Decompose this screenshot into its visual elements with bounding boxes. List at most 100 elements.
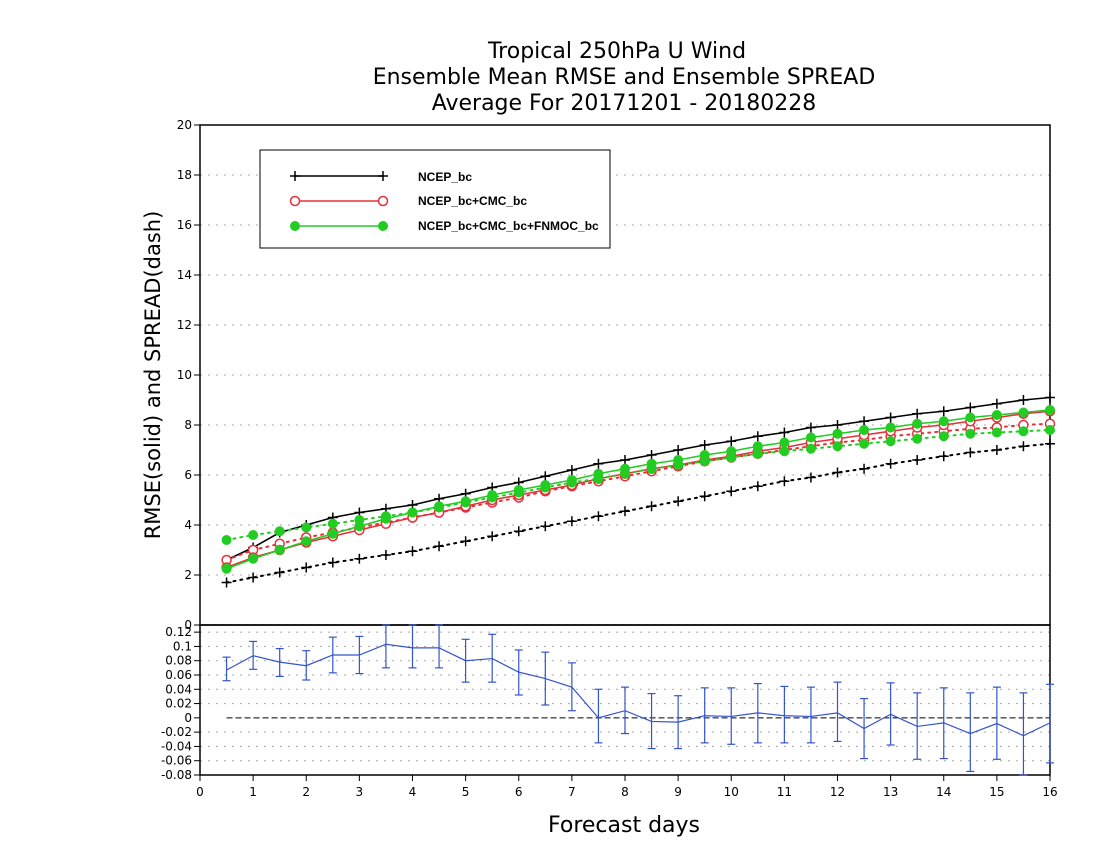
spread-point-ncep-bc: [407, 546, 418, 557]
rmse-point-ncep-bc-cmc-bc-fnmoc-bc: [832, 428, 843, 439]
rmse-point-ncep-bc: [699, 440, 710, 450]
rmse-point-ncep-bc-cmc-bc-fnmoc-bc: [566, 475, 577, 485]
legend-markers: [289, 171, 389, 231]
y-tick-label: 0.06: [165, 668, 192, 682]
y-tick-label: 0: [184, 711, 192, 725]
y-tick-label: 0.02: [165, 697, 192, 711]
rmse-point-ncep-bc-cmc-bc-fnmoc-bc: [407, 507, 418, 518]
spread-point-ncep-bc-cmc-bc-fnmoc-bc: [965, 428, 976, 439]
y-tick-label: 0.12: [165, 625, 192, 639]
x-axis-label: Forecast days: [548, 813, 700, 838]
x-tick-label: 7: [568, 785, 576, 799]
rmse-point-ncep-bc-cmc-bc-fnmoc-bc: [859, 425, 870, 435]
y-tick-label: -0.04: [161, 739, 192, 753]
spread-point-ncep-bc: [221, 577, 232, 588]
x-tick-label: 10: [724, 785, 739, 799]
spread-point-ncep-bc: [673, 496, 684, 507]
legend-marker-ncep-bc: [290, 171, 300, 181]
y-axis-label: RMSE(solid) and SPREAD(dash): [141, 211, 165, 540]
spread-point-ncep-bc-cmc-bc-fnmoc-bc: [991, 427, 1002, 438]
spread-point-ncep-bc: [912, 455, 923, 465]
difference-line: [226, 643, 1051, 737]
chart-title-line-3: Average For 20171201 - 20180228: [432, 91, 817, 116]
x-tick-label: 15: [989, 785, 1004, 799]
rmse-point-ncep-bc-cmc-bc-fnmoc-bc: [487, 490, 498, 500]
spread-point-ncep-bc: [779, 476, 790, 487]
x-tick-label: 16: [1042, 785, 1057, 799]
y-ticks-bottom: 0.120.10.080.060.040.020-0.02-0.04-0.06-…: [161, 625, 200, 782]
x-tick-label: 0: [196, 785, 204, 799]
rmse-point-ncep-bc-cmc-bc-fnmoc-bc: [1018, 407, 1029, 418]
rmse-point-ncep-bc: [540, 471, 551, 482]
y-tick-label: 12: [177, 318, 192, 332]
spread-point-ncep-bc-cmc-bc-fnmoc-bc: [274, 526, 285, 537]
x-tick-label: 12: [830, 785, 845, 799]
spread-point-ncep-bc: [248, 572, 259, 583]
rmse-point-ncep-bc-cmc-bc-fnmoc-bc: [991, 410, 1002, 420]
rmse-point-ncep-bc-cmc-bc-fnmoc-bc: [248, 553, 259, 564]
rmse-point-ncep-bc: [832, 420, 843, 430]
rmse-point-ncep-bc-cmc-bc-fnmoc-bc: [805, 432, 816, 443]
spread-point-ncep-bc: [301, 562, 312, 573]
spread-point-ncep-bc: [805, 472, 816, 483]
y-tick-label: 16: [177, 218, 192, 232]
rmse-point-ncep-bc: [752, 431, 763, 442]
y-tick-label: 4: [184, 518, 192, 532]
legend-marker-ncep-bc-cmc-bc: [377, 195, 389, 207]
rmse-point-ncep-bc-cmc-bc-fnmoc-bc: [434, 501, 445, 512]
spread-line-ncep-bc: [225, 442, 1051, 584]
rmse-point-ncep-bc: [938, 406, 949, 417]
x-tick-label: 14: [936, 785, 951, 799]
rmse-point-ncep-bc-cmc-bc-fnmoc-bc: [726, 446, 737, 457]
y-tick-label: 0.04: [165, 682, 192, 696]
x-tick-label: 9: [674, 785, 682, 799]
rmse-point-ncep-bc: [805, 422, 816, 433]
y-tick-label: -0.08: [161, 768, 192, 782]
x-tick-label: 6: [515, 785, 523, 799]
rmse-point-ncep-bc: [620, 455, 630, 465]
spread-point-ncep-bc: [487, 531, 498, 542]
rmse-point-ncep-bc-cmc-bc-fnmoc-bc: [540, 480, 551, 490]
rmse-point-ncep-bc-cmc-bc-fnmoc-bc: [593, 468, 604, 479]
rmse-point-ncep-bc-cmc-bc-fnmoc-bc: [354, 521, 365, 532]
spread-point-ncep-bc: [540, 521, 551, 532]
y-tick-label: 0.08: [165, 654, 192, 668]
rmse-point-ncep-bc: [965, 402, 976, 413]
rmse-point-ncep-bc: [673, 445, 684, 455]
spread-point-ncep-bc-cmc-bc-fnmoc-bc: [938, 431, 949, 442]
rmse-point-ncep-bc-cmc-bc-fnmoc-bc: [752, 441, 763, 452]
x-tick-label: 5: [462, 785, 470, 799]
x-tick-label: 1: [249, 785, 257, 799]
legend-marker-ncep-bc-cmc-bc-fnmoc-bc: [290, 221, 300, 231]
y-ticks-top: 2 4 6 8 10 12 14 16 18 20 0: [177, 118, 200, 632]
legend-label-ncep-cmc-fnmoc: NCEP_bc+CMC_bc+FNMOC_bc: [418, 219, 599, 233]
legend-label-ncep-cmc: NCEP_bc+CMC_bc: [418, 194, 527, 208]
spread-point-ncep-bc-cmc-bc-fnmoc-bc: [912, 433, 923, 444]
spread-point-ncep-bc: [354, 553, 365, 564]
rmse-line-ncep-bc-cmc-bc: [226, 410, 1051, 569]
y-tick-label: 2: [184, 568, 192, 582]
rmse-line-ncep-bc-cmc-bc-fnmoc-bc: [226, 409, 1051, 570]
rmse-point-ncep-bc: [779, 427, 790, 438]
rmse-point-ncep-bc: [912, 408, 923, 419]
spread-point-ncep-bc-cmc-bc-fnmoc-bc: [221, 535, 232, 545]
rmse-point-ncep-bc-cmc-bc-fnmoc-bc: [221, 563, 232, 574]
rmse-point-ncep-bc-cmc-bc-fnmoc-bc: [646, 458, 657, 469]
y-tick-label: 8: [184, 418, 192, 432]
spread-point-ncep-bc: [965, 447, 976, 458]
series-layer: [221, 392, 1056, 588]
rmse-point-ncep-bc-cmc-bc-fnmoc-bc: [673, 455, 684, 465]
y-tick-label: 14: [177, 268, 192, 282]
legend-box: [259, 149, 611, 249]
spread-point-ncep-bc: [699, 491, 710, 502]
x-tick-label: 8: [621, 785, 629, 799]
spread-point-ncep-bc: [991, 445, 1002, 455]
rmse-point-ncep-bc-cmc-bc-fnmoc-bc: [885, 422, 896, 433]
spread-point-ncep-bc: [646, 501, 657, 512]
spread-point-ncep-bc-cmc-bc-fnmoc-bc: [301, 522, 312, 533]
spread-point-ncep-bc: [327, 557, 338, 568]
chart-title-line-2: Ensemble Mean RMSE and Ensemble SPREAD: [373, 65, 876, 90]
rmse-point-ncep-bc-cmc-bc-fnmoc-bc: [1045, 405, 1055, 415]
spread-point-ncep-bc: [1018, 441, 1029, 452]
chart-title-line-1: Tropical 250hPa U Wind: [487, 39, 746, 64]
